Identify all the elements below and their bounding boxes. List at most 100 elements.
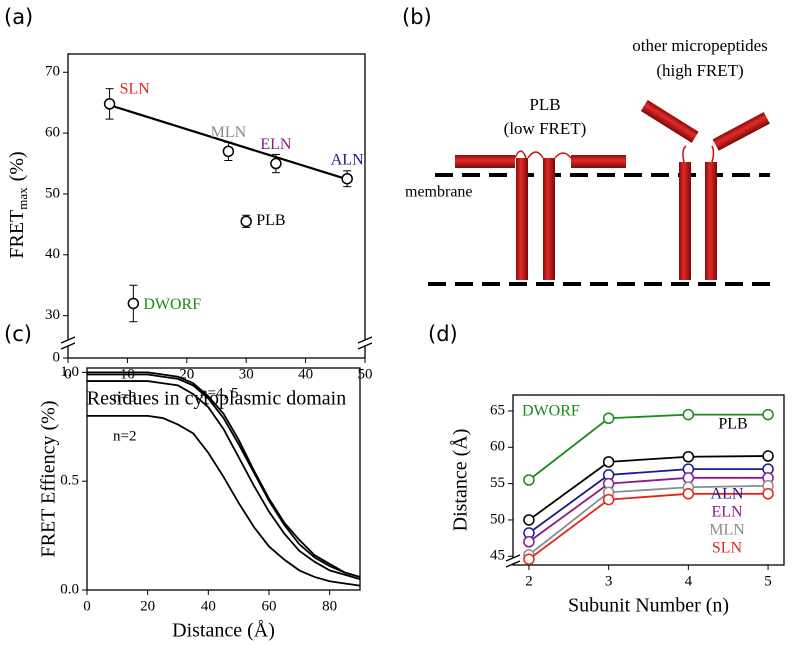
y-tick-label: 55	[490, 475, 505, 491]
data-point	[682, 408, 695, 421]
x-tick-label: 40	[201, 598, 216, 614]
axis-break	[505, 560, 521, 568]
axis-break	[505, 554, 521, 562]
y-axis-label-sub: max	[15, 187, 30, 210]
helix	[640, 100, 699, 143]
curve-label: n=2	[113, 428, 136, 444]
helix	[679, 162, 691, 280]
diagram-label: (high FRET)	[656, 61, 743, 80]
loop	[514, 150, 572, 159]
data-point	[682, 451, 695, 463]
panel-label: (d)	[428, 322, 458, 346]
data-point	[127, 297, 140, 310]
series-line	[87, 414, 361, 587]
diagram: PLB (low FRET) other micropeptides (high…	[405, 36, 770, 286]
x-tick-label: 2	[525, 573, 533, 589]
y-tick-label: 50	[490, 511, 505, 527]
point-label: MLN	[211, 124, 247, 141]
y-tick-label: 65	[490, 402, 505, 418]
x-tick-label: 60	[262, 598, 277, 614]
series-line	[87, 371, 361, 578]
x-tick-label: 40	[298, 366, 313, 382]
data-point	[762, 488, 774, 500]
diagram-label: membrane	[405, 184, 473, 201]
y-tick-label: 1.0	[60, 364, 79, 380]
curve-label: n=3	[113, 389, 136, 405]
data-point	[762, 408, 774, 421]
point-label: DWORF	[143, 296, 201, 313]
x-tick-label: 80	[322, 598, 337, 614]
legend-label: PLB	[718, 416, 747, 433]
y-axis-label-unit: (%)	[6, 151, 28, 181]
data-point	[222, 145, 235, 158]
y-tick-label: 30	[45, 307, 60, 323]
series-line	[528, 413, 769, 481]
point-label: PLB	[256, 212, 285, 229]
diagram-label: PLB	[529, 95, 560, 114]
helix	[455, 155, 515, 168]
y-axis-label: Distance (Å)	[450, 429, 472, 532]
data-point	[602, 456, 615, 468]
plot-frame	[86, 367, 361, 591]
y-axis-label: FRETmax (%)	[6, 151, 30, 258]
point-label: SLN	[120, 81, 151, 98]
axis-break	[357, 336, 373, 344]
x-tick-label: 5	[764, 573, 772, 589]
legend-label: ELN	[711, 504, 743, 521]
y-tick-label: 50	[45, 185, 60, 201]
legend-label: DWORF	[522, 403, 580, 420]
x-tick-label: 30	[239, 366, 254, 382]
legend-label: SLN	[712, 540, 743, 557]
data-point	[341, 172, 353, 185]
x-tick-label: 0	[83, 598, 91, 614]
x-axis-label: Distance (Å)	[172, 620, 275, 642]
data-point	[523, 474, 535, 486]
y-tick-label: 60	[490, 439, 505, 455]
series-line	[528, 492, 769, 560]
x-axis-label: Residues in cytoplasmic domain	[87, 388, 346, 410]
helix	[571, 155, 626, 168]
series-line	[87, 380, 361, 580]
x-tick-label: 0	[64, 366, 72, 382]
series-line	[87, 373, 361, 578]
point-label: ELN	[260, 136, 292, 153]
y-tick-label: 0.0	[60, 581, 79, 597]
plot-frame	[67, 53, 366, 359]
legend-label: ALN	[711, 486, 744, 503]
axis-break-gap	[507, 558, 519, 564]
y-tick-label: 60	[45, 125, 60, 141]
series-line	[528, 476, 769, 543]
data-point	[103, 98, 116, 110]
x-tick-label: 3	[605, 573, 613, 589]
diagram-label: (low FRET)	[504, 119, 587, 138]
diagram-label: other micropeptides	[632, 36, 768, 55]
helix	[516, 158, 528, 280]
data-point	[682, 472, 695, 484]
x-tick-label: 4	[685, 573, 693, 589]
point-label: ALN	[331, 151, 364, 168]
data-point	[523, 553, 535, 565]
series-line	[528, 455, 769, 521]
series-line	[528, 484, 769, 556]
y-tick-label: 70	[45, 64, 60, 80]
y-tick-label: 40	[45, 246, 60, 262]
data-point	[523, 536, 535, 548]
axis-break-gap	[62, 340, 74, 346]
axis-break	[60, 336, 76, 344]
data-point	[762, 450, 774, 462]
helix	[705, 162, 717, 280]
panel-label: (c)	[4, 322, 32, 346]
data-point	[682, 488, 695, 500]
data-point	[602, 493, 615, 506]
data-point	[240, 215, 252, 228]
data-point	[602, 412, 615, 424]
plb-helices	[455, 150, 626, 280]
legend-label: MLN	[709, 522, 745, 539]
series-line	[528, 468, 769, 534]
axis-break-gap	[359, 340, 371, 346]
micropeptide-helices	[640, 100, 770, 280]
y-axis-label-text: FRET	[6, 210, 28, 259]
y-tick-label: 0	[53, 349, 61, 365]
data-point	[270, 157, 282, 170]
